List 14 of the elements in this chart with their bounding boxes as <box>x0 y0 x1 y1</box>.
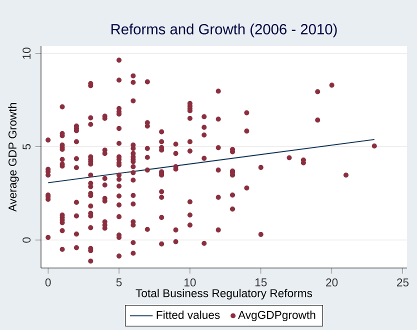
x-tick-label: 10 <box>184 278 196 286</box>
y-tick-label: 5 <box>22 144 31 150</box>
chart-title: Reforms and Growth (2006 - 2010) <box>111 24 337 38</box>
y-tick-label: 0 <box>22 237 31 243</box>
x-axis-title: Total Business Regulatory Reforms <box>136 288 312 300</box>
x-tick-label: 25 <box>397 278 409 286</box>
x-tick-label: 20 <box>326 278 338 286</box>
x-tick-label: 15 <box>255 278 267 286</box>
legend-label: Fitted values <box>156 310 220 319</box>
x-tick-label: 5 <box>116 278 122 286</box>
y-axis-title: Average GDP Growth <box>8 103 19 212</box>
x-tick-label: 0 <box>45 278 51 286</box>
y-tick-label: 10 <box>22 48 31 59</box>
legend-label: AvgGDPgrowth <box>238 310 316 322</box>
